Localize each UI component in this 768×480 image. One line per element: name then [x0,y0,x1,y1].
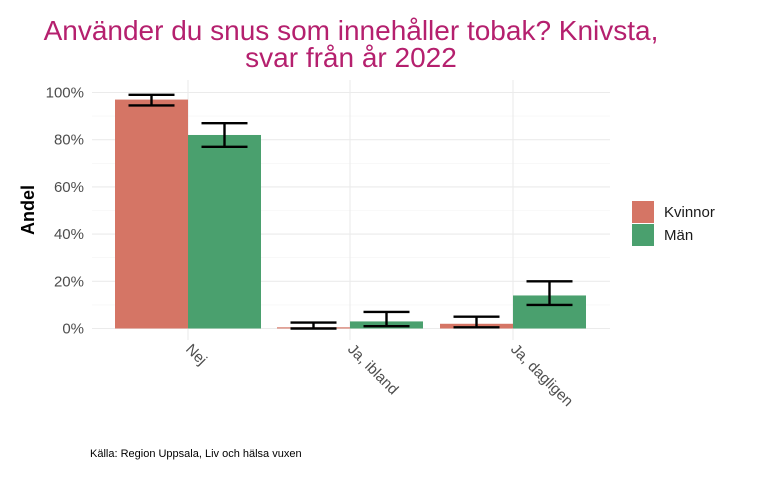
y-tick-label: 20% [54,273,84,290]
y-axis-ticks: 0% 20% 40% 60% 80% 100% [46,85,84,338]
legend: Kvinnor Män [632,201,715,246]
bars [115,99,586,329]
error-bar [201,121,248,148]
x-tick-label: Ja, dagligen [507,341,576,410]
error-bars [128,93,573,330]
legend-swatch [632,224,654,246]
x-tick-label: Ja, ibland [344,341,401,398]
error-bar [363,310,410,328]
x-axis-ticks: Nej Ja, ibland Ja, dagligen [182,341,576,410]
x-tick-label: Nej [182,341,210,369]
chart-title-line-2: svar från år 2022 [245,42,457,73]
caption: Källa: Region Uppsala, Liv och hälsa vux… [90,448,302,460]
y-tick-label: 40% [54,226,84,243]
error-bar [128,93,175,107]
legend-swatch [632,201,654,223]
legend-label: Män [664,227,693,244]
legend-label: Kvinnor [664,204,715,221]
y-tick-label: 80% [54,132,84,149]
y-axis-label: Andel [18,185,38,235]
y-tick-label: 100% [46,85,84,102]
chart-title-line-1: Använder du snus som innehåller tobak? K… [44,15,659,46]
error-bar [526,280,573,307]
bar-kvinnor-0 [115,99,188,329]
error-bar [290,321,337,330]
y-tick-label: 0% [62,321,84,338]
error-bar [453,315,500,329]
bar-män-0 [188,134,261,329]
y-tick-label: 60% [54,179,84,196]
